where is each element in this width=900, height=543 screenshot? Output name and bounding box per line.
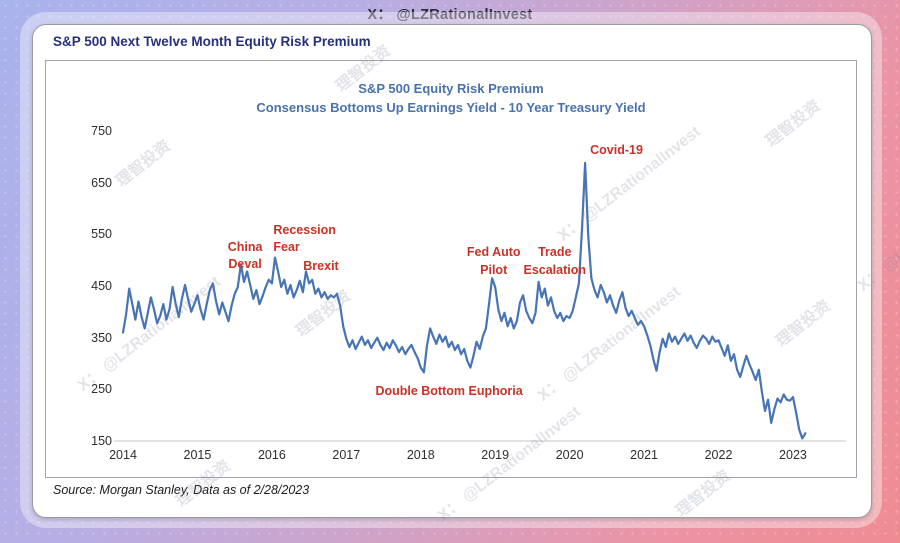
- chart-card: S&P 500 Next Twelve Month Equity Risk Pr…: [32, 24, 872, 518]
- line-plot: [114, 161, 846, 442]
- chart-annotation: China Deval: [227, 239, 263, 272]
- x-tick-label: 2023: [779, 448, 807, 462]
- y-tick-label: 350: [91, 330, 112, 345]
- chart-annotation: Double Bottom Euphoria: [375, 384, 523, 399]
- card-frame: S&P 500 Next Twelve Month Equity Risk Pr…: [20, 12, 882, 528]
- page-header: X： @LZRationalInvest: [0, 3, 900, 24]
- y-tick-label: 250: [91, 382, 112, 397]
- x-tick-label: 2022: [704, 448, 733, 462]
- chart-annotation: Covid-19: [590, 142, 643, 157]
- chart-title: S&P 500 Equity Risk Premium: [358, 81, 544, 96]
- source-note: Source: Morgan Stanley, Data as of 2/28/…: [53, 483, 310, 497]
- x-tick-label: 2016: [257, 448, 286, 462]
- x-tick-label: 2014: [109, 448, 137, 462]
- chart-subtitle: Consensus Bottoms Up Earnings Yield - 10…: [256, 99, 646, 115]
- y-tick-label: 450: [91, 279, 112, 293]
- y-tick-label: 550: [91, 227, 112, 242]
- x-tick-label: 2015: [183, 448, 212, 462]
- x-tick-label: 2018: [406, 448, 435, 462]
- chart-box: S&P 500 Equity Risk Premium Consensus Bo…: [45, 60, 857, 478]
- x-tick-label: 2019: [481, 448, 510, 462]
- y-tick-label: 650: [91, 175, 112, 190]
- x-tick-label: 2021: [630, 448, 658, 462]
- y-tick-label: 150: [91, 434, 112, 448]
- chart-annotation: Recession Fear: [273, 222, 336, 255]
- chart-annotation: Trade Escalation: [523, 245, 587, 277]
- x-tick-label: 2020: [555, 448, 584, 462]
- chart-annotation: Brexit: [303, 259, 339, 274]
- chart-title-block: S&P 500 Equity Risk Premium Consensus Bo…: [46, 80, 856, 118]
- twitter-handle: X： @LZRationalInvest: [367, 7, 533, 23]
- x-tick-label: 2017: [332, 448, 361, 462]
- card-title: S&P 500 Next Twelve Month Equity Risk Pr…: [53, 34, 371, 49]
- chart-annotation: Fed Auto Pilot: [466, 245, 521, 277]
- y-tick-label: 750: [91, 124, 112, 138]
- series-line: [121, 161, 807, 440]
